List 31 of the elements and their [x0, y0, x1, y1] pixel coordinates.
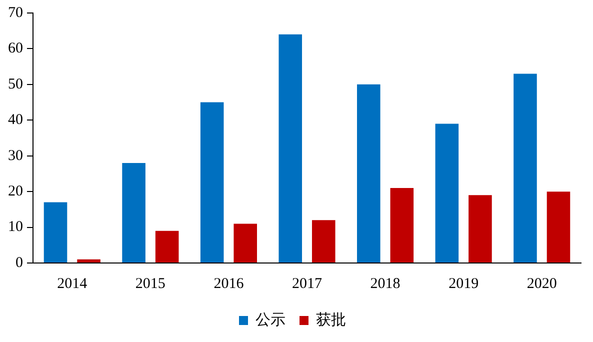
- y-tick-label: 50: [8, 76, 23, 92]
- bar: [468, 195, 492, 262]
- y-tick-label: 30: [8, 148, 23, 164]
- bar: [77, 259, 100, 262]
- y-tick-label: 0: [16, 254, 23, 271]
- x-tick-label: 2020: [526, 276, 557, 292]
- bar: [122, 163, 146, 262]
- y-tick-label: 40: [8, 112, 23, 128]
- x-tick-label: 2018: [370, 276, 400, 292]
- x-tick-label: 2014: [57, 276, 88, 292]
- legend-label: 公示: [256, 311, 286, 328]
- bar: [514, 74, 537, 262]
- bar: [312, 220, 336, 262]
- bar: [390, 188, 414, 262]
- bar: [155, 230, 179, 262]
- bar: [234, 224, 257, 262]
- bar: [44, 202, 68, 262]
- bar: [357, 84, 380, 262]
- bar: [435, 124, 459, 262]
- x-tick-label: 2016: [214, 276, 244, 292]
- legend-label: 获批: [316, 311, 346, 328]
- x-tick-label: 2017: [292, 276, 322, 292]
- y-tick-label: 10: [8, 219, 23, 236]
- y-tick-label: 70: [8, 4, 23, 21]
- bar: [546, 192, 570, 262]
- x-tick-label: 2019: [448, 276, 479, 292]
- y-tick-label: 60: [8, 40, 23, 57]
- y-tick-label: 20: [8, 184, 23, 200]
- bar: [278, 34, 302, 262]
- bar: [200, 102, 224, 262]
- x-tick-label: 2015: [135, 276, 166, 292]
